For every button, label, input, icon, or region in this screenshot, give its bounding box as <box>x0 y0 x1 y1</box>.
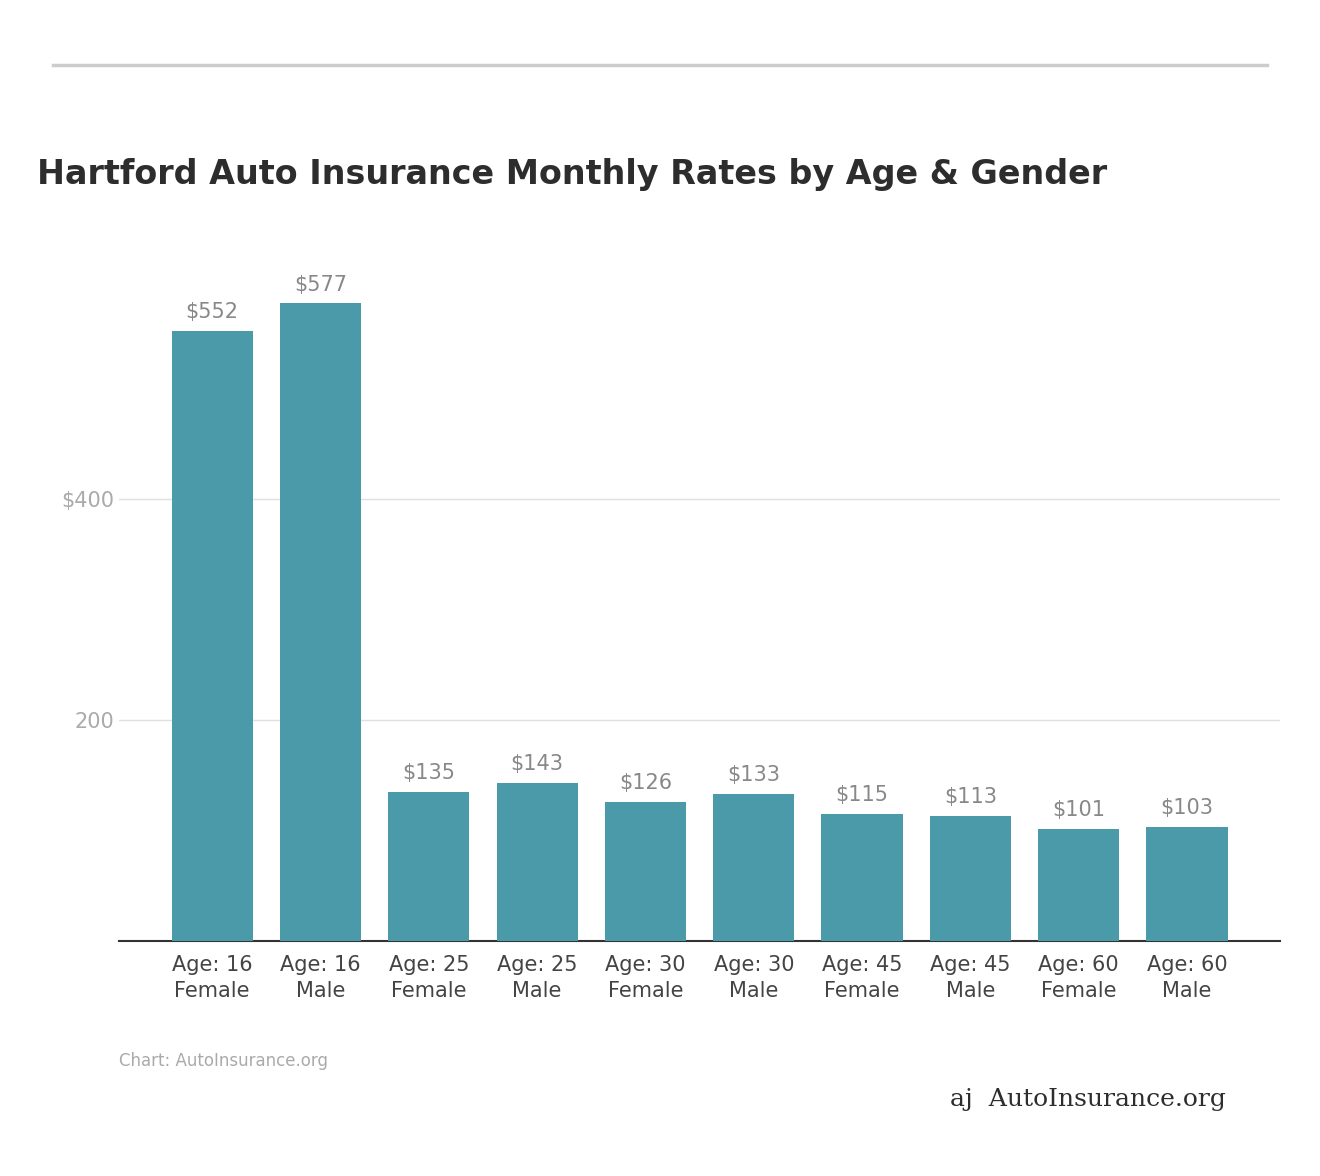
Text: $113: $113 <box>944 787 997 807</box>
Bar <box>496 783 578 941</box>
Bar <box>713 794 795 941</box>
Text: $101: $101 <box>1052 801 1105 821</box>
Text: Hartford Auto Insurance Monthly Rates by Age & Gender: Hartford Auto Insurance Monthly Rates by… <box>37 158 1107 191</box>
Text: $126: $126 <box>619 773 672 793</box>
Text: Chart: AutoInsurance.org: Chart: AutoInsurance.org <box>119 1053 327 1070</box>
Bar <box>1146 827 1228 941</box>
Bar <box>388 791 470 941</box>
Bar <box>172 330 253 941</box>
Text: $133: $133 <box>727 766 780 786</box>
Bar <box>280 303 362 941</box>
Bar <box>605 802 686 941</box>
Text: $103: $103 <box>1160 799 1213 818</box>
Text: $143: $143 <box>511 754 564 774</box>
Text: $115: $115 <box>836 784 888 804</box>
Text: $577: $577 <box>294 274 347 294</box>
Bar <box>821 814 903 941</box>
Text: $135: $135 <box>403 763 455 783</box>
Text: $552: $552 <box>186 302 239 322</box>
Bar <box>929 816 1011 941</box>
Bar <box>1038 829 1119 941</box>
Text: aj  AutoInsurance.org: aj AutoInsurance.org <box>950 1088 1226 1111</box>
